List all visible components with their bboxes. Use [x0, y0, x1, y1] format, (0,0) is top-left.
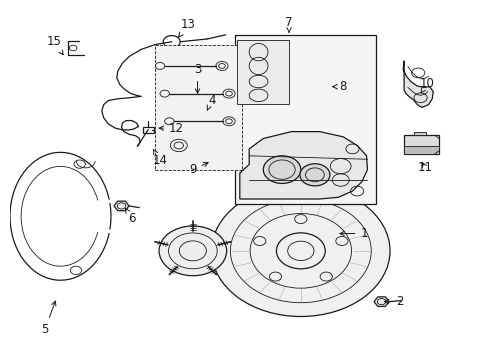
Polygon shape — [239, 132, 367, 199]
Bar — [235, 35, 375, 204]
Text: 3: 3 — [193, 63, 201, 93]
Text: 6: 6 — [125, 208, 135, 225]
Text: 2: 2 — [384, 295, 402, 308]
Circle shape — [263, 156, 300, 184]
Text: 12: 12 — [159, 122, 183, 135]
Text: 5: 5 — [41, 301, 56, 336]
Bar — [403, 145, 438, 154]
Text: 1: 1 — [339, 227, 367, 240]
Text: 7: 7 — [285, 16, 292, 32]
Bar — [237, 40, 288, 104]
Text: 15: 15 — [47, 35, 63, 55]
Text: 14: 14 — [152, 149, 167, 167]
Text: 4: 4 — [207, 94, 215, 110]
Circle shape — [159, 226, 226, 276]
Circle shape — [211, 185, 389, 316]
Polygon shape — [402, 61, 432, 107]
Polygon shape — [373, 297, 388, 306]
Bar — [155, 45, 242, 170]
Bar — [403, 135, 438, 154]
Bar — [142, 127, 154, 133]
Text: 9: 9 — [189, 162, 208, 176]
Text: 11: 11 — [417, 161, 432, 174]
Text: 10: 10 — [419, 77, 434, 93]
Text: 8: 8 — [332, 80, 346, 93]
Polygon shape — [114, 201, 129, 211]
Bar — [414, 132, 426, 135]
Text: 13: 13 — [179, 18, 195, 37]
Circle shape — [299, 164, 329, 186]
